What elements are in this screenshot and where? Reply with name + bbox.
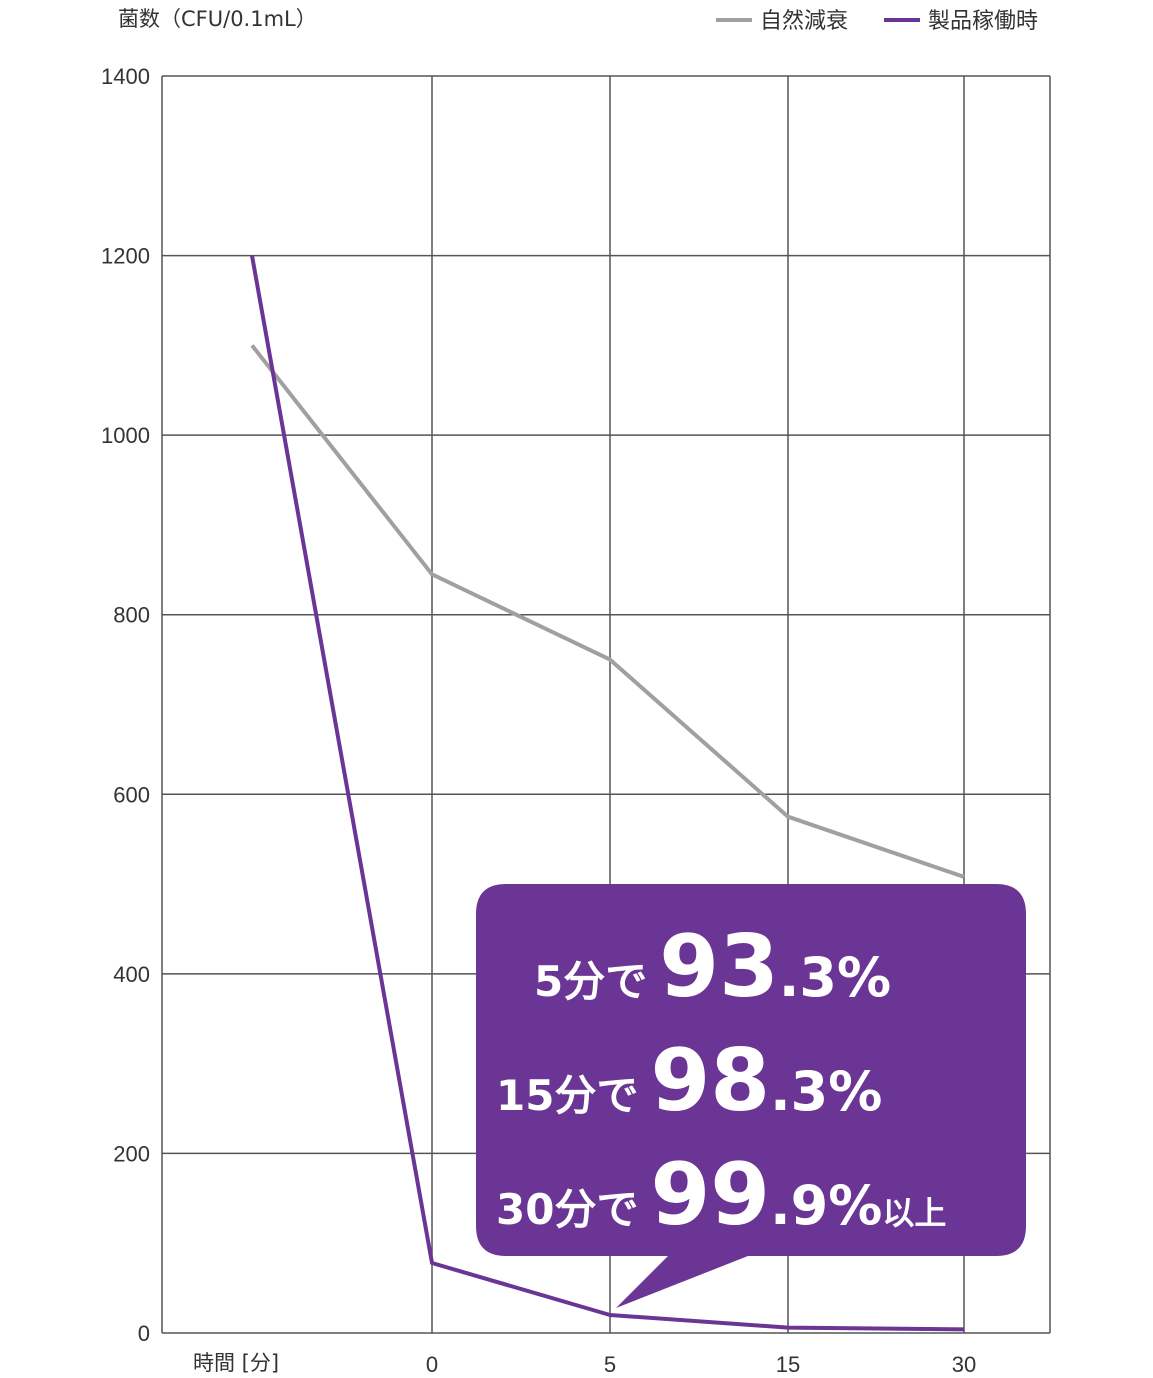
callout-line-30min-prefix: 30分で [496,1185,638,1234]
callout-line-15min-value: 98 [650,1031,770,1131]
callout-line-15min-prefix: 15分で [496,1071,638,1120]
x-axis-title: 時間 [分] [193,1351,279,1375]
y-tick-label: 1200 [101,244,150,269]
reduction-callout: 5分で 93.3% 15分で 98.3% 30分で 99.9%以上 [476,884,1026,1308]
callout-bubble [476,884,1026,1308]
y-tick-label: 600 [113,782,150,807]
y-tick-label: 400 [113,962,150,987]
y-axis-ticks: 0 200 400 600 800 1000 1200 1400 [101,64,150,1346]
callout-line-15min: 15分で 98.3% [496,1031,882,1131]
y-tick-label: 200 [113,1141,150,1166]
y-tick-label: 800 [113,603,150,628]
legend-label-natural-decay: 自然減衰 [760,9,848,34]
callout-line-15min-decimal: .3% [770,1060,882,1123]
x-axis-ticks: 0 5 15 30 [426,1352,976,1377]
x-tick-label: 30 [952,1352,976,1377]
legend-label-product-running: 製品稼働時 [928,9,1038,34]
series-line-product-running [250,255,965,1332]
callout-line-5min-value: 93 [659,917,779,1017]
callout-line-30min-decimal: .9% [770,1174,882,1237]
legend: 自然減衰 製品稼働時 [716,9,1038,34]
callout-line-30min-value: 99 [650,1145,770,1245]
x-tick-label: 0 [426,1352,438,1377]
callout-line-5min-decimal: .3% [779,946,891,1009]
callout-line-5min: 5分で 93.3% [534,917,891,1017]
chart-series [250,255,965,1332]
y-tick-label: 1400 [101,64,150,89]
y-axis-title: 菌数（CFU/0.1mL） [118,7,317,31]
x-tick-label: 5 [604,1352,616,1377]
y-tick-label: 0 [138,1321,150,1346]
callout-line-5min-prefix: 5分で [534,957,647,1006]
x-tick-label: 15 [776,1352,800,1377]
callout-line-30min-suffix: 以上 [882,1194,946,1232]
y-tick-label: 1000 [101,423,150,448]
series-line-natural-decay [250,344,965,879]
callout-line-30min: 30分で 99.9%以上 [496,1145,946,1245]
